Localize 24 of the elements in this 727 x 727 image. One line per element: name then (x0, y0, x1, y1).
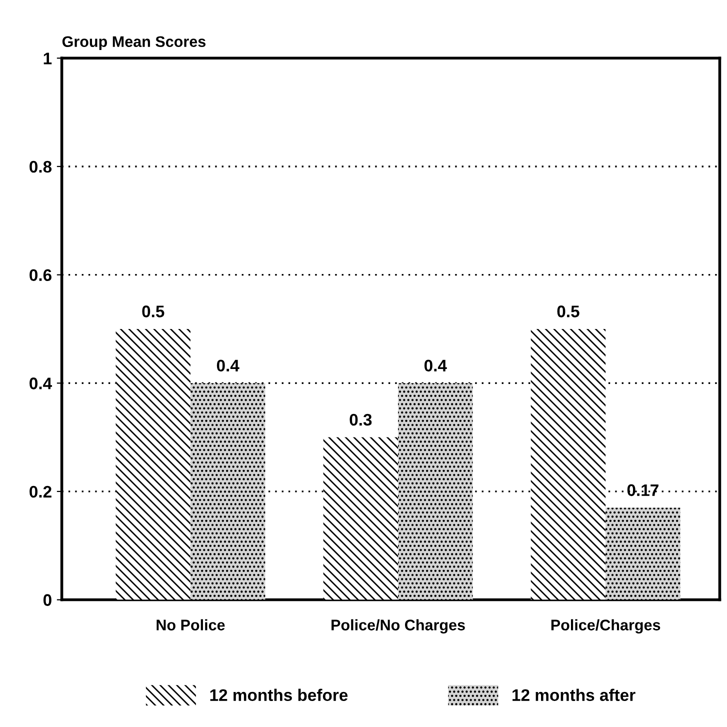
y-tick-label: 1 (44, 52, 52, 64)
legend-label: 12 months before (210, 688, 348, 702)
y-axis-title: Group Mean Scores (62, 36, 206, 50)
x-tick-label: Police/Charges (551, 619, 660, 634)
x-tick-label: Police/No Charges (332, 619, 465, 634)
y-tick-label: 0.4 (30, 378, 52, 390)
bar (606, 508, 680, 600)
y-tick-label: 0 (43, 594, 52, 606)
x-tick-label: No Police (156, 619, 225, 630)
bar (323, 437, 398, 600)
y-tick-label: 0.2 (30, 486, 52, 498)
bar (116, 328, 190, 600)
bar (530, 328, 606, 600)
data-label: 0.3 (350, 414, 372, 426)
y-tick-label: 0.6 (30, 269, 52, 282)
bar (190, 383, 266, 600)
data-label: 0.17 (627, 484, 658, 496)
legend-label: 12 months after (512, 688, 636, 702)
data-label: 0.5 (557, 306, 580, 318)
data-label: 0.4 (424, 360, 447, 372)
data-label: 0.4 (216, 360, 240, 372)
bar (398, 383, 473, 600)
data-label: 0.5 (142, 306, 164, 318)
y-tick-label: 0.8 (30, 160, 52, 173)
